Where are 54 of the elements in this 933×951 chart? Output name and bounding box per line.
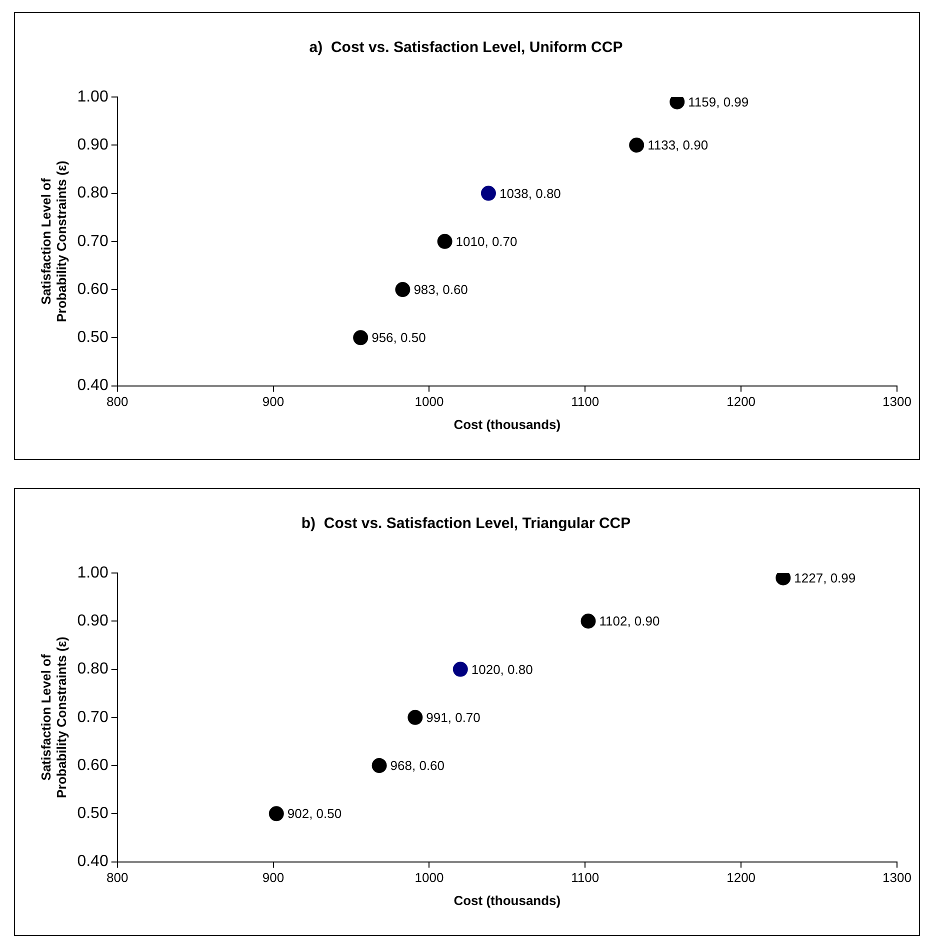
data-label: 968, 0.60 [390, 758, 445, 774]
x-tick-label: 800 [106, 394, 128, 410]
y-tick-label: 0.40 [77, 377, 108, 394]
x-axis-title: Cost (thousands) [454, 416, 561, 432]
data-label: 1102, 0.90 [599, 614, 660, 629]
data-label: 1227, 0.99 [794, 570, 856, 586]
y-axis-title: Satisfaction Level of Probability Constraints (ε) [38, 636, 69, 798]
y-tick-label: 0.80 [77, 660, 108, 678]
y-tick-label: 0.40 [77, 853, 108, 870]
x-tick-label: 1100 [571, 870, 600, 886]
point [353, 330, 368, 346]
x-tick-label: 1300 [882, 870, 912, 886]
point [437, 234, 452, 249]
y-tick-label: 0.80 [77, 184, 108, 202]
x-tick-label: 1200 [726, 394, 756, 410]
y-tick-label: 0.90 [77, 612, 108, 630]
data-label: 991, 0.70 [426, 710, 480, 725]
data-label: 1133, 0.90 [648, 138, 708, 153]
x-tick-label: 1000 [414, 394, 444, 410]
data-label: 902, 0.50 [287, 806, 342, 822]
x-tick-label: 1000 [414, 870, 444, 886]
x-tick-label: 900 [262, 394, 284, 410]
point [580, 614, 596, 629]
y-tick-label: 0.90 [77, 136, 108, 154]
y-tick-label: 0.70 [77, 708, 108, 726]
y-tick-label: 1.00 [77, 88, 108, 106]
data-label: 1038, 0.80 [499, 186, 561, 201]
y-axis-title: Satisfaction Level of Probability Constraints (ε) [38, 160, 69, 322]
point [395, 282, 410, 298]
y-tick-label: 0.60 [77, 756, 108, 774]
chart-title: a) Cost vs. Satisfaction Level, Uniform CCP [309, 39, 623, 56]
x-tick-label: 1200 [726, 870, 756, 886]
x-axis-title: Cost (thousands) [454, 892, 561, 908]
x-tick-label: 800 [106, 870, 128, 886]
x-tick-label: 900 [262, 870, 284, 886]
point [629, 138, 644, 153]
y-tick-label: 0.50 [77, 805, 108, 822]
data-label: 956, 0.50 [372, 330, 426, 346]
data-label: 1159, 0.99 [688, 94, 749, 110]
data-label: 1010, 0.70 [456, 234, 518, 249]
point [408, 710, 423, 725]
y-tick-label: 0.60 [77, 280, 108, 298]
x-tick-label: 1100 [571, 394, 600, 410]
data-label: 983, 0.60 [414, 282, 468, 298]
data-label: 1020, 0.80 [471, 662, 533, 677]
chart-title: b) Cost vs. Satisfaction Level, Triangular CCP [301, 515, 631, 532]
point [372, 758, 387, 774]
point [268, 806, 284, 822]
y-tick-label: 0.70 [77, 232, 108, 250]
point [480, 186, 496, 201]
y-tick-label: 0.50 [77, 329, 108, 346]
x-tick-label: 1300 [882, 394, 912, 410]
point [452, 662, 468, 677]
y-tick-label: 1.00 [77, 564, 108, 582]
